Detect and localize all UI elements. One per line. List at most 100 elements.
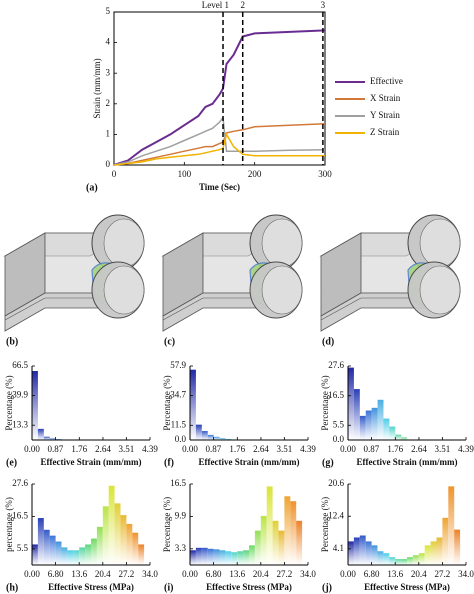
bar	[377, 551, 384, 565]
y-tick-label: 16.5	[328, 390, 344, 400]
y-tick-label: 3.3	[175, 543, 187, 553]
x-tick-label: 6.80	[206, 569, 222, 579]
bar	[290, 501, 297, 565]
y-tick-label: 11.5	[171, 419, 187, 429]
bar	[436, 537, 443, 565]
x-tick-label: 27.2	[277, 569, 293, 579]
y-axis-title: Strain (mm/mm)	[92, 58, 102, 118]
bar	[225, 551, 232, 565]
y-axis-title: Percentage (%)	[162, 375, 172, 430]
legend-label: Z Strain	[370, 127, 400, 137]
panel-label: (e)	[6, 457, 17, 468]
x-tick-label: 20.4	[95, 569, 111, 579]
x-axis-title: Effective Strain (mm/mm)	[199, 457, 300, 467]
bar	[55, 541, 62, 565]
bar	[401, 437, 408, 440]
y-tick-label: 12.4	[328, 510, 344, 520]
bar	[96, 526, 103, 565]
x-tick-label: 0.00	[340, 569, 356, 579]
x-tick-label: 20.4	[253, 569, 269, 579]
y-tick-label: 9.9	[175, 510, 187, 520]
x-tick-label: 0.87	[364, 444, 380, 454]
bar	[126, 523, 133, 565]
bar	[454, 529, 461, 565]
bar	[359, 535, 366, 565]
bar	[407, 557, 413, 565]
panel-label: (i)	[164, 582, 173, 593]
bar	[231, 552, 238, 565]
bar	[85, 544, 91, 565]
bar	[389, 557, 396, 565]
bar	[448, 486, 455, 565]
level-label: Level 1	[202, 0, 229, 10]
bar	[195, 547, 202, 565]
panel-label: (j)	[322, 582, 332, 593]
x-axis-title: Effective Stress (MPa)	[206, 582, 292, 592]
x-tick-label: 4.39	[300, 444, 316, 454]
panel-label: (b)	[6, 336, 18, 347]
panel-label: (g)	[322, 457, 334, 468]
x-tick-label: 2.64	[253, 444, 269, 454]
series-line	[113, 132, 325, 166]
panel-label: (a)	[86, 182, 98, 193]
bar	[424, 545, 431, 565]
bar	[108, 485, 115, 565]
y-tick-label: 2	[106, 98, 111, 108]
bar	[138, 544, 145, 565]
y-tick-label: 16.5	[12, 511, 28, 521]
x-tick-label: 1.76	[229, 444, 245, 454]
bar	[190, 550, 196, 565]
bar	[201, 547, 208, 565]
bar	[213, 549, 220, 565]
bar	[353, 389, 360, 440]
y-tick-label: 13.3	[12, 419, 28, 429]
y-tick-label: 16.5	[170, 478, 186, 488]
x-tick-label: 0.00	[182, 444, 198, 454]
series-line	[113, 29, 326, 166]
x-tick-label: 3.51	[118, 444, 134, 454]
bar	[43, 436, 50, 440]
x-tick-label: 13.6	[71, 569, 87, 579]
y-axis-title: percentage (%)	[4, 497, 14, 552]
x-tick-label: 0.00	[24, 444, 40, 454]
x-tick-label: 34.0	[458, 569, 474, 579]
bar	[430, 541, 437, 565]
x-tick-label: 27.2	[119, 569, 135, 579]
x-tick-label: 0.00	[24, 569, 40, 579]
x-tick-label: 4.39	[458, 444, 474, 454]
bar	[371, 407, 378, 440]
y-tick-label: 5.5	[17, 543, 29, 553]
x-tick-label: 2.64	[95, 444, 111, 454]
bar	[359, 415, 366, 440]
bar	[389, 426, 396, 440]
y-tick-label: 0.0	[175, 434, 187, 444]
x-tick-label: 6.80	[48, 569, 64, 579]
x-tick-label: 0.87	[206, 444, 222, 454]
x-tick-label: 34.0	[300, 569, 316, 579]
y-tick-label: 27.6	[12, 478, 28, 488]
legend-label: Effective	[370, 76, 403, 86]
bar	[132, 532, 139, 565]
panel-label: (c)	[164, 336, 175, 347]
3d-model	[320, 214, 461, 332]
x-tick-label: 200	[248, 169, 262, 179]
y-tick-label: 5	[106, 6, 111, 16]
bar	[114, 503, 121, 565]
bar	[401, 559, 407, 565]
bar	[254, 530, 261, 565]
bar	[73, 550, 80, 565]
bar	[266, 486, 273, 565]
x-tick-label: 1.76	[387, 444, 403, 454]
x-axis-title: Effective Strain (mm/mm)	[41, 457, 142, 467]
bar	[49, 438, 56, 440]
panel-label: (d)	[322, 336, 334, 347]
y-tick-label: 0	[106, 159, 111, 169]
x-axis-title: Effective Stress (MPa)	[48, 582, 134, 592]
bar	[49, 535, 56, 565]
bar	[260, 515, 267, 565]
plot-frame	[113, 11, 326, 166]
bar	[61, 547, 68, 565]
bar	[120, 515, 127, 565]
x-tick-label: 3.51	[276, 444, 292, 454]
